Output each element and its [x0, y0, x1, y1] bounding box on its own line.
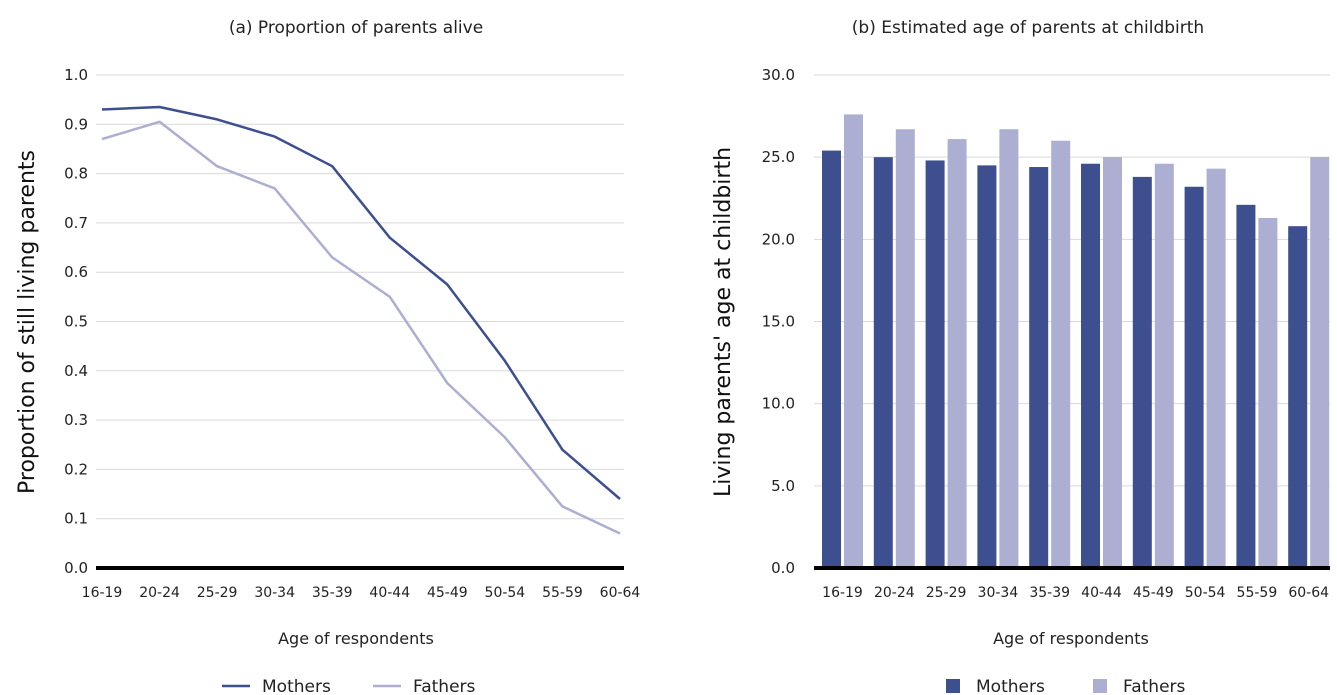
bar-mothers-50-54 — [1184, 186, 1204, 568]
legend-fathers-box-swatch — [1093, 679, 1107, 693]
line-chart-x-tick-label: 60-64 — [600, 585, 641, 601]
line-chart-y-tick-label: 1.0 — [64, 66, 88, 84]
bar-mothers-45-49 — [1132, 176, 1152, 569]
bar-chart-x-axis-title: Age of respondents — [993, 629, 1149, 648]
bar-chart-y-tick-label: 30.0 — [762, 66, 795, 84]
line-chart-y-ticks: 0.0 0.1 0.2 0.3 0.4 0.5 0.6 0.7 0.8 0.9 1.0 — [64, 66, 88, 577]
line-chart-x-tick-label: 35-39 — [312, 585, 353, 601]
bar-chart-bars — [822, 114, 1330, 569]
line-chart-y-tick-label: 0.9 — [64, 115, 88, 133]
bar-mothers-60-64 — [1288, 226, 1308, 569]
line-chart-panel: (a) Proportion of parents alive 0.00.10.… — [15, 18, 640, 695]
line-chart-y-tick-label: 0.4 — [64, 362, 88, 380]
line-chart-y-tick-label: 0.2 — [64, 460, 88, 478]
bar-chart-x-tick-label: 25-29 — [926, 585, 967, 601]
bar-fathers-25-29 — [947, 139, 967, 568]
bar-mothers-16-19 — [822, 150, 841, 569]
bar-fathers-50-54 — [1206, 168, 1226, 569]
line-chart-y-tick-label: 0.3 — [64, 411, 88, 429]
bar-mothers-20-24 — [873, 157, 893, 568]
line-chart-x-axis-title: Age of respondents — [278, 629, 434, 648]
bar-chart-y-tick-label: 25.0 — [762, 148, 795, 166]
bar-chart-y-tick-label: 10.0 — [762, 395, 795, 413]
line-chart-x-tick-label: 50-54 — [485, 585, 526, 601]
bar-fathers-30-34 — [999, 129, 1019, 569]
bar-fathers-40-44 — [1103, 157, 1122, 568]
bar-chart-x-tick-label: 35-39 — [1029, 585, 1070, 601]
line-chart-y-tick-label: 0.8 — [64, 165, 88, 183]
bar-mothers-55-59 — [1236, 204, 1256, 568]
bar-mothers-30-34 — [977, 165, 997, 568]
line-chart-y-tick-label: 0.1 — [64, 510, 88, 528]
legend-mothers-box-swatch — [946, 679, 960, 693]
bar-chart-x-tick-label: 60-64 — [1288, 585, 1329, 601]
bar-chart-x-tick-label: 30-34 — [978, 585, 1019, 601]
bar-chart-x-tick-label: 45-49 — [1133, 585, 1174, 601]
line-chart-legend: Mothers Fathers — [222, 677, 476, 695]
line-chart-x-tick-label: 40-44 — [369, 585, 410, 601]
series-line-mothers — [101, 105, 621, 500]
line-chart-y-tick-label: 0.0 — [64, 559, 88, 577]
bar-chart-x-tick-label: 55-59 — [1237, 585, 1278, 601]
line-chart-x-tick-label: 25-29 — [197, 585, 238, 601]
bar-chart-x-tick-label: 40-44 — [1081, 585, 1122, 601]
bar-chart-legend: Mothers Fathers — [946, 677, 1186, 695]
line-chart-title: (a) Proportion of parents alive — [229, 18, 483, 38]
bar-fathers-20-24 — [895, 129, 915, 569]
legend-mothers-label: Mothers — [976, 677, 1045, 695]
line-chart-x-tick-label: 30-34 — [254, 585, 295, 601]
line-chart-y-tick-label: 0.6 — [64, 263, 88, 281]
bar-fathers-45-49 — [1154, 163, 1174, 569]
bar-fathers-60-64 — [1310, 157, 1330, 568]
bar-chart-y-tick-label: 15.0 — [762, 313, 795, 331]
bar-fathers-55-59 — [1258, 217, 1278, 568]
legend-mothers-label: Mothers — [262, 677, 331, 695]
bar-chart-title: (b) Estimated age of parents at childbir… — [852, 18, 1204, 38]
bar-mothers-25-29 — [925, 160, 945, 568]
bar-chart-y-tick-label: 0.0 — [771, 559, 795, 577]
bar-chart-x-tick-label: 20-24 — [874, 585, 915, 601]
bar-chart-y-tick-label: 20.0 — [762, 230, 795, 248]
series-line-fathers — [101, 120, 621, 535]
line-chart-x-tick-label: 45-49 — [427, 585, 468, 601]
line-chart-x-tick-label: 55-59 — [542, 585, 583, 601]
line-chart-grid — [96, 74, 624, 520]
bar-fathers-35-39 — [1051, 140, 1071, 568]
bar-chart-panel: (b) Estimated age of parents at childbir… — [711, 18, 1330, 695]
bar-chart-x-tick-label: 16-19 — [822, 585, 863, 601]
line-chart-x-tick-label: 20-24 — [139, 585, 180, 601]
line-chart-y-tick-label: 0.5 — [64, 313, 88, 331]
line-chart-x-tick-label: 16-19 — [82, 585, 123, 601]
bar-chart-y-ticks: 0.0 5.0 10.0 15.0 20.0 25.0 30.0 — [762, 66, 795, 577]
line-chart-y-axis-title: Proportion of still living parents — [15, 150, 40, 494]
legend-fathers-label: Fathers — [413, 677, 476, 695]
legend-fathers-label: Fathers — [1123, 677, 1186, 695]
bar-chart-y-axis-title: Living parents' age at childbirth — [711, 147, 736, 497]
bar-fathers-16-19 — [844, 114, 863, 568]
line-chart-x-ticks: 16-19 20-24 25-29 30-34 35-39 40-44 45-49 50-54… — [82, 585, 641, 601]
bar-chart-y-tick-label: 5.0 — [771, 477, 795, 495]
bar-chart-x-ticks: 16-19 20-24 25-29 30-34 35-39 40-44 45-49 50-54… — [822, 585, 1329, 601]
bar-chart-x-tick-label: 50-54 — [1185, 585, 1226, 601]
line-chart-y-tick-label: 0.7 — [64, 214, 88, 232]
bar-mothers-40-44 — [1081, 163, 1100, 569]
bar-mothers-35-39 — [1029, 167, 1049, 568]
line-chart-series — [101, 105, 621, 535]
